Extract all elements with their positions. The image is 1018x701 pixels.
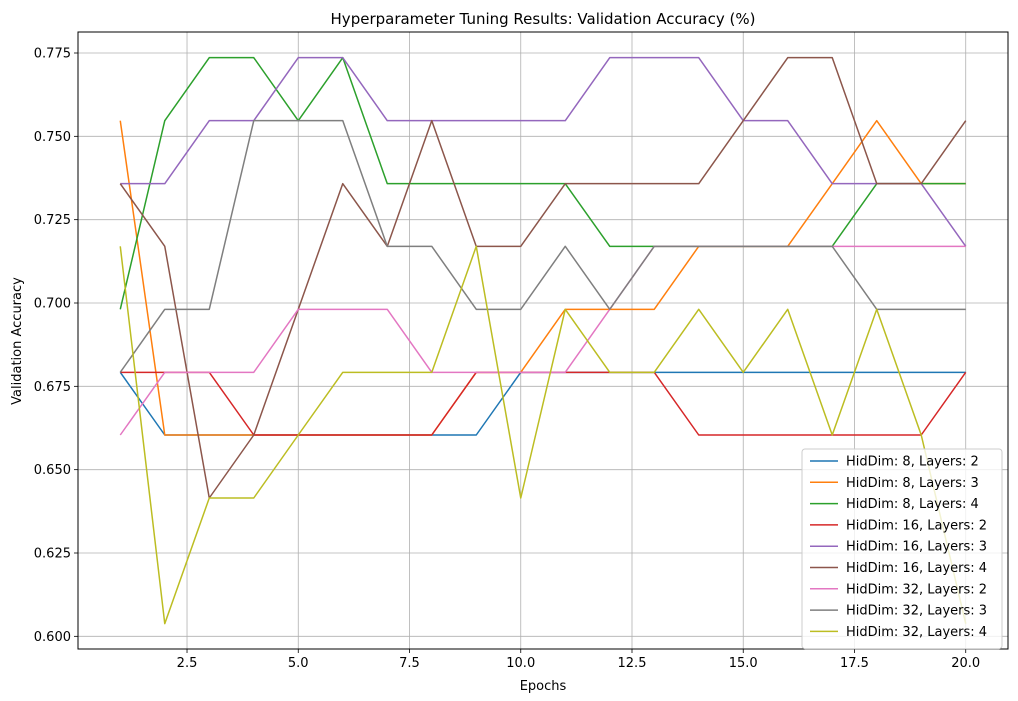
y-axis-ticks: 0.600 0.625 0.650 0.675 0.700 0.725 0.750 0.775 — [34, 47, 78, 645]
x-tick-label: 5.0 — [288, 656, 309, 671]
plot-frame — [77, 31, 1009, 650]
legend-label: HidDim: 32, Layers: 3 — [846, 604, 987, 619]
grid-lines — [78, 32, 1008, 649]
y-tick-label: 0.750 — [34, 130, 71, 145]
series-line-9 — [119, 245, 967, 625]
x-tick-label: 2.5 — [177, 656, 198, 671]
chart-title: Hyperparameter Tuning Results: Validatio… — [331, 10, 756, 28]
y-tick-label: 0.650 — [34, 463, 71, 478]
x-axis-label: Epochs — [520, 679, 567, 694]
y-tick-label: 0.625 — [34, 547, 71, 562]
series-line-5 — [120, 56, 967, 247]
x-tick-label: 20.0 — [951, 656, 980, 671]
legend-label: HidDim: 8, Layers: 4 — [846, 497, 979, 512]
x-axis-ticks: 2.5 5.0 7.5 10.0 12.5 15.0 17.5 20.0 — [177, 649, 980, 671]
series-line-6 — [119, 56, 967, 499]
series-lines — [119, 56, 967, 625]
x-tick-label: 7.5 — [399, 656, 420, 671]
y-tick-label: 0.700 — [34, 297, 71, 312]
legend-label: HidDim: 32, Layers: 2 — [846, 582, 987, 597]
legend-box — [801, 448, 1003, 650]
legend-label: HidDim: 8, Layers: 3 — [846, 476, 979, 491]
legend-label: HidDim: 16, Layers: 2 — [846, 518, 987, 533]
y-tick-label: 0.725 — [34, 213, 71, 228]
y-tick-label: 0.775 — [34, 47, 71, 62]
x-tick-label: 17.5 — [840, 656, 869, 671]
legend-label: HidDim: 16, Layers: 3 — [846, 540, 987, 555]
y-axis-label: Validation Accuracy — [10, 277, 25, 405]
y-tick-label: 0.600 — [34, 630, 71, 645]
legend-label: HidDim: 16, Layers: 4 — [846, 561, 987, 576]
x-tick-label: 10.0 — [506, 656, 535, 671]
legend-label: HidDim: 8, Layers: 2 — [846, 455, 979, 470]
x-tick-label: 12.5 — [618, 656, 647, 671]
y-tick-label: 0.675 — [34, 380, 71, 395]
x-tick-label: 15.0 — [729, 656, 758, 671]
legend-label: HidDim: 32, Layers: 4 — [846, 625, 987, 640]
series-line-8 — [119, 119, 966, 373]
legend: HidDim: 8, Layers: 2 HidDim: 8, Layers: 3… — [801, 448, 1003, 650]
